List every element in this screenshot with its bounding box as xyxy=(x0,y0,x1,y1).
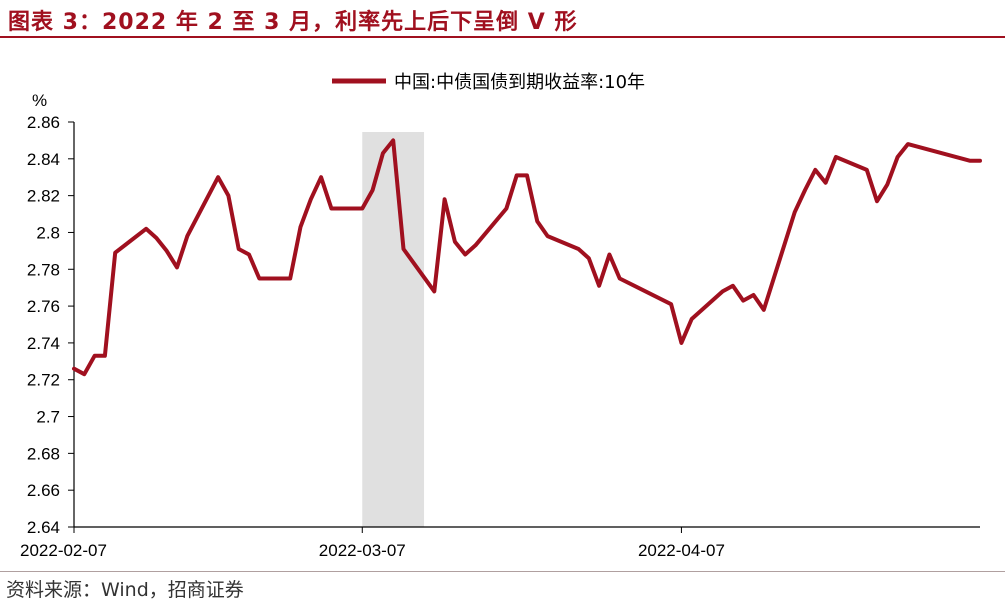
highlight-band xyxy=(362,132,425,527)
y-tick-label: 2.68 xyxy=(27,444,60,463)
y-tick-label: 2.78 xyxy=(27,260,60,279)
line-chart: 2.64 2.66 2.68 2.7 2.72 2.74 2.76 2.78 2.8 2.82 2.… xyxy=(20,72,982,560)
y-tick-label: 2.74 xyxy=(27,334,60,353)
footer-divider xyxy=(0,571,1005,572)
y-tick-label: 2.76 xyxy=(27,297,60,316)
legend-label: 中国:中债国债到期收益率:10年 xyxy=(394,72,645,93)
y-axis-unit-label: % xyxy=(32,91,47,110)
axes-layer xyxy=(73,122,980,528)
x-axis-ticks: 2022-02-07 2022-03-07 2022-04-07 xyxy=(20,527,725,560)
y-tick-label: 2.86 xyxy=(27,113,60,132)
y-tick-label: 2.64 xyxy=(27,518,60,537)
y-tick-label: 2.7 xyxy=(36,408,60,427)
series-line xyxy=(72,138,982,377)
y-axis-ticks: 2.64 2.66 2.68 2.7 2.72 2.74 2.76 2.78 2.8 2.82 2.… xyxy=(27,91,74,537)
title-divider xyxy=(0,36,1005,38)
y-tick-label: 2.66 xyxy=(27,481,60,500)
x-tick-label: 2022-02-07 xyxy=(20,541,107,560)
chart-title: 图表 3：2022 年 2 至 3 月，利率先上后下呈倒 V 形 xyxy=(8,10,578,35)
x-tick-label: 2022-04-07 xyxy=(638,541,725,560)
y-tick-label: 2.82 xyxy=(27,187,60,206)
source-note: 资料来源：Wind，招商证券 xyxy=(6,579,244,601)
y-tick-label: 2.8 xyxy=(36,223,60,242)
y-tick-label: 2.72 xyxy=(27,371,60,390)
x-tick-label: 2022-03-07 xyxy=(319,541,406,560)
series-layer xyxy=(72,138,982,377)
highlight-band-layer xyxy=(362,132,425,527)
legend: 中国:中债国债到期收益率:10年 xyxy=(332,72,645,93)
y-tick-label: 2.84 xyxy=(27,150,60,169)
